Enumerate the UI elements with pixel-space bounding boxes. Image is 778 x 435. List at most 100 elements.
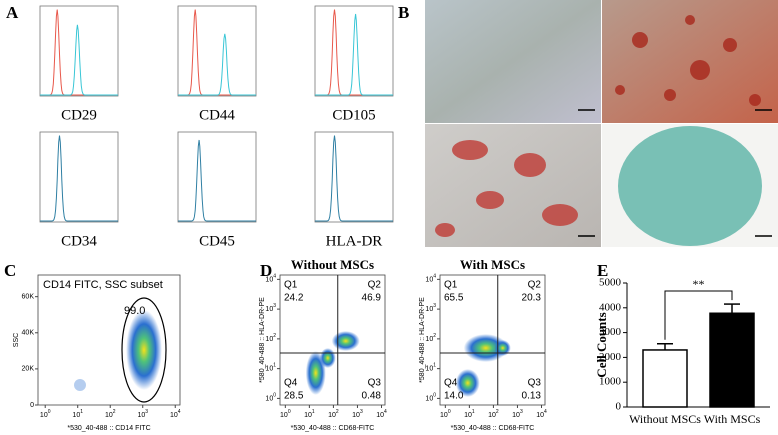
tick-base: 10: [265, 276, 273, 283]
histogram-curve: [315, 9, 393, 96]
tick-label: 103: [137, 409, 148, 419]
tick-base: 10: [72, 412, 80, 419]
micrograph: [425, 0, 601, 123]
tick-base: 10: [488, 412, 496, 419]
tick-label: 100: [425, 393, 436, 403]
quadrant-value: 0.13: [522, 391, 542, 402]
tick-base: 10: [265, 365, 273, 372]
quadrant-value: 0.48: [362, 391, 382, 402]
bar: [709, 312, 755, 408]
x-tick-label: With MSCs: [704, 412, 761, 426]
tick-base: 10: [512, 412, 520, 419]
tick-exponent: 3: [360, 409, 363, 415]
tick-base: 10: [464, 412, 472, 419]
tick-label: 104: [265, 274, 276, 284]
tick-label: 100: [40, 409, 51, 419]
marker-label: CD45: [199, 233, 235, 249]
marker-label: CD105: [332, 107, 375, 123]
tick-base: 10: [265, 306, 273, 313]
histogram-curve: [178, 139, 256, 222]
axis-label: SSC: [13, 333, 20, 347]
tick-exponent: 3: [145, 409, 148, 415]
tick-exponent: 0: [273, 393, 276, 399]
tick-label: 104: [536, 409, 547, 419]
scale-bars: [578, 109, 772, 237]
dot-cloud: [319, 348, 336, 368]
panel-label: D: [260, 261, 272, 280]
panel-label: B: [398, 3, 409, 22]
tick-base: 10: [265, 395, 273, 402]
gate: [121, 297, 167, 403]
tick-base: 10: [105, 412, 113, 419]
quadrant-name: Q1: [284, 280, 298, 291]
histogram-curve: [178, 33, 256, 96]
bar: [642, 349, 688, 408]
tick-base: 10: [425, 365, 433, 372]
quadrant-name: Q1: [444, 280, 458, 291]
tick-label: 102: [488, 409, 499, 419]
quadrant-value: 14.0: [444, 391, 464, 402]
marker-label: CD44: [199, 107, 235, 123]
stain-spots: [615, 15, 761, 106]
tick-label: 102: [265, 333, 276, 343]
tick-exponent: 3: [273, 303, 276, 309]
tick-exponent: 1: [273, 363, 276, 369]
quadrant-name: Q3: [528, 378, 542, 389]
dot-cloud: [126, 310, 162, 390]
tick-exponent: 1: [433, 363, 436, 369]
stained-pellet: [618, 126, 762, 246]
axis-label: *530_40-488 :: CD68-FITC: [291, 425, 375, 432]
lipid-clusters: [435, 140, 578, 237]
quadrant-name: Q2: [368, 280, 382, 291]
plot-frame: [279, 274, 386, 406]
tick-label: 101: [304, 409, 315, 419]
tick-exponent: 4: [544, 409, 547, 415]
tick-label: 20K: [22, 366, 35, 373]
quadrant-value: 46.9: [362, 293, 382, 304]
plot-title: With MSCs: [460, 257, 525, 272]
plot-frame: [439, 274, 546, 406]
tick-base: 10: [376, 412, 384, 419]
tick-label: 104: [376, 409, 387, 419]
tick-exponent: 0: [448, 409, 451, 415]
tick-exponent: 2: [336, 409, 339, 415]
tick-label: 101: [425, 363, 436, 373]
quadrant-value: 28.5: [284, 391, 304, 402]
plot-title: Without MSCs: [291, 257, 374, 272]
quadrant-name: Q4: [444, 378, 458, 389]
tick-exponent: 1: [312, 409, 315, 415]
tick-base: 10: [137, 412, 145, 419]
y-tick-label: 2000: [599, 351, 622, 363]
tick-label: 102: [105, 409, 116, 419]
histogram-curve: [40, 24, 118, 96]
panel-label: E: [597, 261, 608, 280]
tick-base: 10: [40, 412, 48, 419]
tick-base: 10: [328, 412, 336, 419]
tick-base: 10: [170, 412, 178, 419]
dot-cloud: [74, 379, 86, 391]
tick-exponent: 0: [288, 409, 291, 415]
histogram-frame: [314, 131, 394, 223]
quadrant-value: 20.3: [522, 293, 542, 304]
tick-exponent: 3: [520, 409, 523, 415]
tick-exponent: 0: [433, 393, 436, 399]
quadrant-name: Q2: [528, 280, 542, 291]
histogram-frame: [177, 5, 257, 97]
tick-base: 10: [425, 395, 433, 402]
significance-bracket: [664, 290, 733, 340]
tick-label: 103: [352, 409, 363, 419]
tick-base: 10: [304, 412, 312, 419]
quadrant-value: 65.5: [444, 293, 464, 304]
panel-label: A: [6, 3, 19, 22]
marker-label: CD34: [61, 233, 97, 249]
tick-exponent: 2: [273, 333, 276, 339]
y-tick-label: 4000: [599, 301, 622, 313]
micrographs: [425, 0, 778, 247]
tick-base: 10: [425, 306, 433, 313]
axis-label: *530_40-488 :: CD68-FITC: [451, 425, 535, 432]
tick-base: 10: [440, 412, 448, 419]
quadrant-name: Q3: [368, 378, 382, 389]
histogram-curve: [315, 135, 393, 222]
tick-label: 0: [30, 402, 34, 409]
axis-label: *580_40-488 :: HLA-DR-PE: [419, 297, 426, 383]
